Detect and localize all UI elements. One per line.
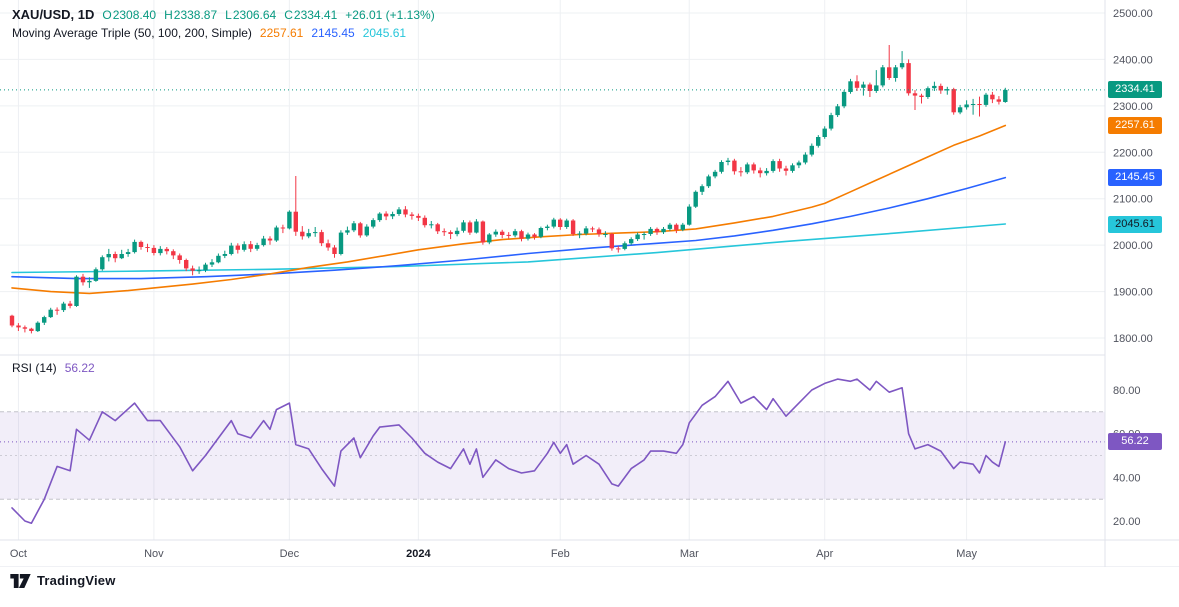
price-tick-label[interactable]: 1800.00 [1113,333,1153,345]
ma50-badge: 2257.61 [1108,117,1162,134]
ma200-line[interactable] [11,223,1007,274]
time-tick-label[interactable]: 2024 [406,548,431,560]
ohlc-open: O2308.40 [102,8,157,22]
footer: TradingView [10,573,116,588]
candlestick-series[interactable] [9,45,1008,334]
time-tick-label[interactable]: Feb [551,548,570,560]
price-tick-label[interactable]: 1900.00 [1113,287,1153,299]
ma100-line[interactable] [11,176,1007,280]
price-tick-label[interactable]: 2000.00 [1113,240,1153,252]
ma200-value: 2045.61 [362,26,407,40]
rsi-tick-label[interactable]: 80.00 [1113,385,1141,397]
ohlc-high: H2338.87 [164,8,218,22]
change-value: +26.01 (+1.13%) [345,8,435,22]
chart-canvas[interactable]: 2500.00 2400.00 2300.00 2200.00 2100.00 2000.… [0,0,1179,567]
rsi-indicator-title[interactable]: RSI (14) [12,361,57,375]
tradingview-logo-text: TradingView [37,573,116,588]
time-tick-label[interactable]: Oct [10,548,27,560]
rsi-line[interactable] [11,378,1007,525]
price-tick-label[interactable]: 2300.00 [1113,101,1153,113]
tradingview-logo-icon [10,573,31,588]
price-tick-label[interactable]: 2500.00 [1113,8,1153,20]
time-tick-label[interactable]: Mar [680,548,699,560]
time-tick-label[interactable]: Dec [280,548,300,560]
price-tick-label[interactable]: 2400.00 [1113,54,1153,66]
ma200-badge: 2045.61 [1108,215,1162,233]
rsi-value: 56.22 [64,361,95,375]
symbol-legend: XAU/USD, 1D O2308.40 H2338.87 L2306.64 C… [12,7,435,22]
grid-lines [0,0,1105,540]
rsi-tick-label[interactable]: 20.00 [1113,516,1141,528]
last-price-badge: 2334.41 [1108,81,1162,99]
price-tick-label[interactable]: 2100.00 [1113,194,1153,206]
ohlc-low: L2306.64 [225,8,277,22]
ma-indicator-title[interactable]: Moving Average Triple (50, 100, 200, Sim… [12,26,252,40]
time-tick-label[interactable]: Nov [144,548,164,560]
ohlc-close: C2334.41 [284,8,338,22]
tradingview-logo[interactable]: TradingView [10,573,116,588]
ma100-badge: 2145.45 [1108,169,1162,187]
ma-legend: Moving Average Triple (50, 100, 200, Sim… [12,26,406,40]
rsi-tick-label[interactable]: 40.00 [1113,472,1141,484]
time-tick-label[interactable]: May [956,548,977,560]
symbol-title[interactable]: XAU/USD, 1D [12,7,95,22]
ma50-line[interactable] [11,124,1007,295]
rsi-badge: 56.22 [1108,433,1162,451]
time-tick-label[interactable]: Apr [816,548,833,560]
ma50-value: 2257.61 [259,26,304,40]
rsi-legend: RSI (14) 56.22 [12,361,95,375]
price-tick-label[interactable]: 2200.00 [1113,147,1153,159]
ma100-value: 2145.45 [311,26,355,40]
